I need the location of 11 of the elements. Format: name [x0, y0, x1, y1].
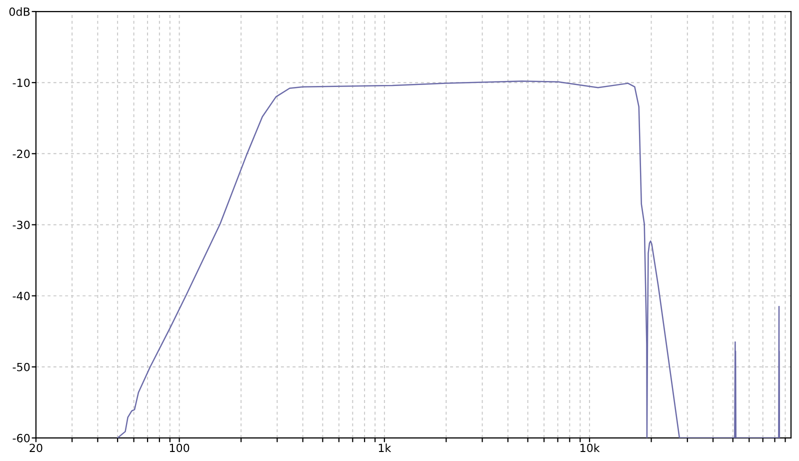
- x-tick-label: 100: [170, 444, 190, 452]
- y-tick-label: -50: [12, 362, 30, 372]
- y-tick-label: -20: [12, 150, 30, 158]
- x-tick-label: 20: [30, 444, 42, 452]
- x-tick-label: 1k: [378, 444, 392, 452]
- y-tick-label: -30: [12, 220, 30, 230]
- y-tick-label: -10: [12, 78, 30, 87]
- y-tick-label: -40: [12, 292, 30, 300]
- x-tick-label: 10k: [580, 444, 600, 452]
- y-tick-label: 0dB: [9, 7, 30, 16]
- y-tick-label: -60: [12, 434, 30, 442]
